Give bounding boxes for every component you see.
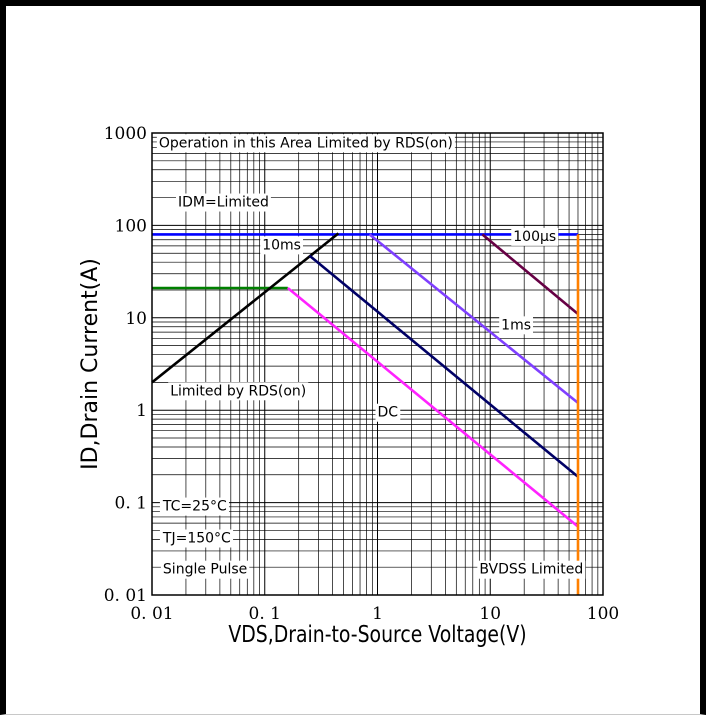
series-line-5 — [368, 233, 579, 404]
tick-labels: 0. 01 0. 1 1 10 100 1000 100 10 1 0. 1 0. 01 — [104, 124, 619, 624]
annotation-background — [260, 236, 303, 255]
plot-border — [151, 132, 604, 596]
x-tick-label: 0. 1 — [249, 604, 281, 624]
y-tick-label: 1 — [136, 401, 147, 421]
annotation-background — [160, 560, 250, 579]
series-line-6 — [481, 233, 579, 315]
annotation-label: 100μs — [513, 229, 556, 245]
annotation-background — [159, 497, 229, 516]
annotation-label: Single Pulse — [163, 562, 247, 578]
y-tick-label: 0. 1 — [115, 494, 147, 514]
x-tick-label: 1 — [372, 604, 383, 624]
x-axis-label: VDS,Drain-to-Source Voltage(V) — [228, 620, 526, 647]
annotation-background — [159, 529, 234, 548]
annotation-background — [477, 560, 586, 579]
y-tick-label: 10 — [125, 309, 147, 329]
series-group — [151, 232, 580, 595]
annotation-label: BVDSS Limited — [479, 562, 583, 578]
x-tick-label: 10 — [479, 604, 501, 624]
series-line-4 — [308, 254, 579, 478]
annotations-group: Operation in this Area Limited by RDS(on… — [156, 134, 586, 579]
annotation-background — [156, 134, 455, 153]
annotation-label: DC — [378, 405, 399, 421]
annotation-background — [375, 403, 401, 422]
y-tick-label: 1000 — [104, 124, 147, 144]
x-tick-label: 100 — [587, 604, 619, 624]
series-line-3 — [286, 286, 579, 528]
annotation-label: Operation in this Area Limited by RDS(on… — [159, 135, 453, 151]
annotation-label: TC=25°C — [162, 499, 227, 515]
y-axis-label: ID,Drain Current(A) — [78, 258, 103, 470]
annotation-label: Limited by RDS(on) — [170, 383, 306, 399]
annotation-background — [499, 316, 534, 335]
annotation-background — [175, 193, 271, 212]
x-tick-label: 0. 01 — [130, 604, 173, 624]
annotation-label: 1ms — [501, 317, 531, 333]
annotation-label: TJ=150°C — [162, 530, 231, 546]
y-tick-label: 0. 01 — [104, 586, 147, 606]
annotation-background — [168, 382, 309, 401]
annotation-label: 10ms — [262, 237, 301, 253]
y-tick-label: 100 — [115, 216, 147, 236]
annotation-background — [511, 227, 559, 246]
annotation-label: IDM=Limited — [178, 195, 269, 211]
series-line-2 — [151, 232, 340, 384]
